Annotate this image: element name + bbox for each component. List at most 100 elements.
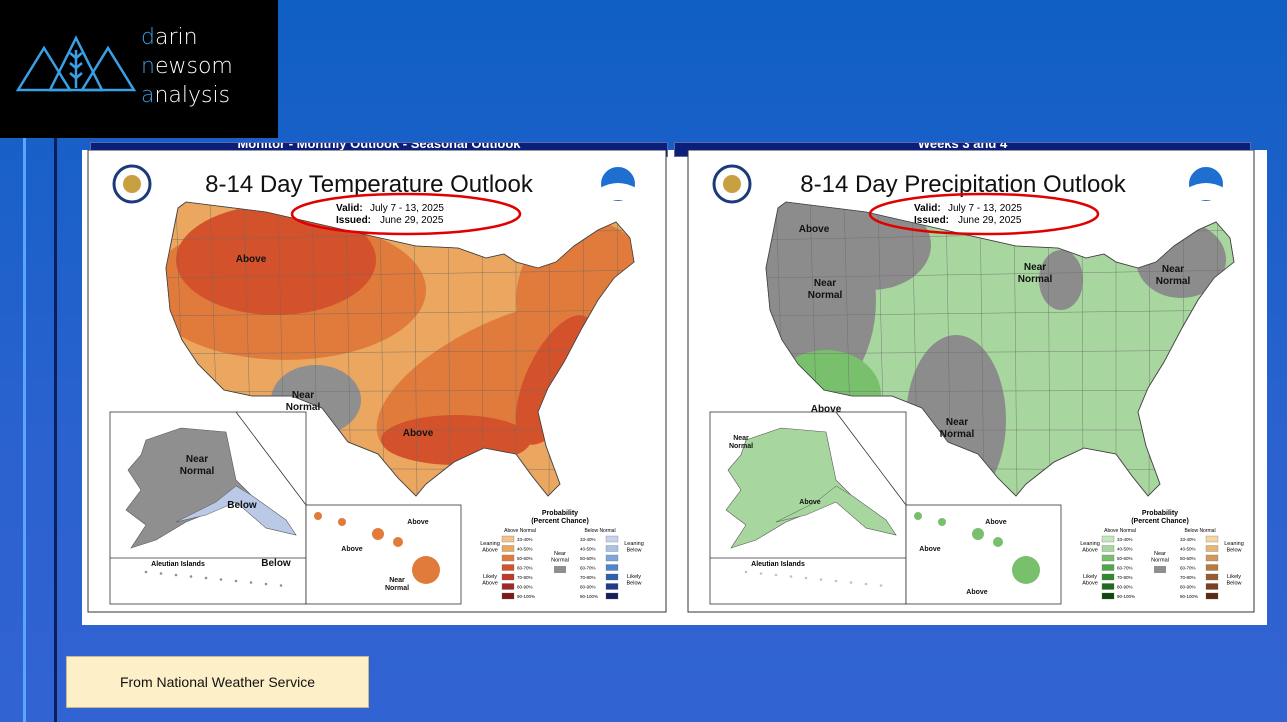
region-label: Above <box>799 224 830 235</box>
hawaii-inset <box>905 504 1062 605</box>
legend-range: 50-60% <box>517 556 533 561</box>
island <box>834 579 838 583</box>
legend-range: 50-60% <box>1180 556 1196 561</box>
legend-swatch <box>605 535 619 543</box>
legend-range: 80-90% <box>517 585 533 590</box>
region-label-line: Above <box>919 546 941 553</box>
legend-header: Below Normal <box>1184 528 1215 534</box>
legend-swatch <box>1154 566 1166 573</box>
source-note: From National Weather Service <box>66 656 369 708</box>
region-label-line: Near <box>1162 264 1184 275</box>
legend-header: Above Normal <box>504 528 536 534</box>
accent-line <box>23 138 26 722</box>
island <box>804 576 808 580</box>
legend-swatch <box>605 564 619 571</box>
legend-subtitle: (Percent Chance) <box>531 518 589 525</box>
legend-range: 50-60% <box>580 556 596 561</box>
region-label-line: Normal <box>385 585 409 592</box>
legend-swatch <box>1101 535 1115 543</box>
legend-range: 40-50% <box>517 547 533 552</box>
legend-header: Below Normal <box>584 528 615 534</box>
island <box>849 581 853 584</box>
legend-swatch <box>1205 592 1219 600</box>
island <box>174 573 178 577</box>
state-line <box>166 269 634 279</box>
state-line <box>766 269 1234 279</box>
region-label-line: Near <box>1024 262 1046 273</box>
island <box>314 512 322 520</box>
legend-range: 80-90% <box>580 585 596 590</box>
legend-group: Likely Above <box>482 574 498 587</box>
legend-swatch <box>1101 573 1115 581</box>
legend-swatch <box>501 583 515 590</box>
legend-swatch <box>1205 573 1219 581</box>
issued-label: Issued: <box>914 215 949 226</box>
us-border <box>165 201 635 497</box>
region-label: Near Normal <box>286 390 321 413</box>
legend-swatch <box>1205 554 1219 562</box>
region-label-line: Near <box>292 390 314 401</box>
island <box>204 576 208 580</box>
region-label-line: Normal <box>808 290 843 301</box>
legend-group: Likely Above <box>1082 574 1098 587</box>
legend-range: 40-50% <box>580 547 596 552</box>
legend-group: Likely Below <box>627 574 642 587</box>
legend-swatch <box>1205 545 1219 552</box>
island <box>144 570 148 574</box>
region-label: Above <box>966 589 988 596</box>
region-label: Above <box>236 254 267 265</box>
island <box>744 570 748 574</box>
logo-text: darin <box>141 25 198 50</box>
inset-caption: Aleutian Islands <box>751 561 805 568</box>
legend-group: Near Normal <box>551 551 569 564</box>
legend-swatch <box>1101 564 1115 571</box>
highlight-ring <box>290 192 522 236</box>
region-label: Above <box>407 519 429 526</box>
legend-group-line: Below <box>627 548 642 554</box>
region-label-line: Near <box>733 435 749 442</box>
legend-swatch <box>1205 535 1219 543</box>
region-label-line: Near <box>186 454 208 465</box>
legend-range: 60-70% <box>1117 566 1133 571</box>
island <box>879 584 883 587</box>
noaa-wave <box>1188 183 1224 200</box>
region-label-line: Above <box>799 224 830 235</box>
state-line <box>1013 202 1018 496</box>
legend-header: Above Normal <box>1104 528 1136 534</box>
state-line <box>766 309 1234 317</box>
legend-group-line: Near <box>1154 551 1166 557</box>
issued-date: June 29, 2025 <box>958 215 1022 226</box>
island <box>249 581 253 584</box>
map-header-text: Weeks 3 and 4 <box>917 142 1008 151</box>
legend-swatch <box>605 573 619 581</box>
valid-dates: July 7 - 13, 2025 <box>370 203 444 214</box>
legend-swatch <box>1205 564 1219 571</box>
island <box>338 518 346 526</box>
legend-subtitle: (Percent Chance) <box>1131 518 1189 525</box>
region-label-line: Below <box>261 558 291 569</box>
legend-group-line: Above <box>482 581 498 587</box>
legend-range: 70-80% <box>580 575 596 580</box>
legend-range: 70-80% <box>1180 575 1196 580</box>
state-line <box>166 349 634 355</box>
island <box>914 512 922 520</box>
region-label-line: Near <box>389 577 405 584</box>
region-label-line: Above <box>236 254 267 265</box>
legend-range: 70-80% <box>1117 575 1133 580</box>
legend-swatch <box>605 545 619 552</box>
region-label: Above <box>341 546 363 553</box>
seal-inner <box>123 175 141 193</box>
state-line <box>1047 202 1051 496</box>
region-label-line: Near <box>946 417 968 428</box>
region-label-line: Normal <box>286 402 321 413</box>
region-label-line: Near <box>814 278 836 289</box>
legend-title: Probability <box>1142 510 1178 517</box>
legend-swatch <box>501 545 515 552</box>
legend-group-line: Normal <box>1151 558 1169 564</box>
region-label: Near Normal <box>385 577 409 592</box>
legend-range: 33-40% <box>517 537 533 542</box>
legend-swatch <box>1101 592 1115 600</box>
state-line <box>447 202 451 496</box>
region-label: Near Normal <box>1018 262 1053 285</box>
map-header-text: Monitor - Monthly Outlook - Seasonal Out… <box>237 142 521 151</box>
